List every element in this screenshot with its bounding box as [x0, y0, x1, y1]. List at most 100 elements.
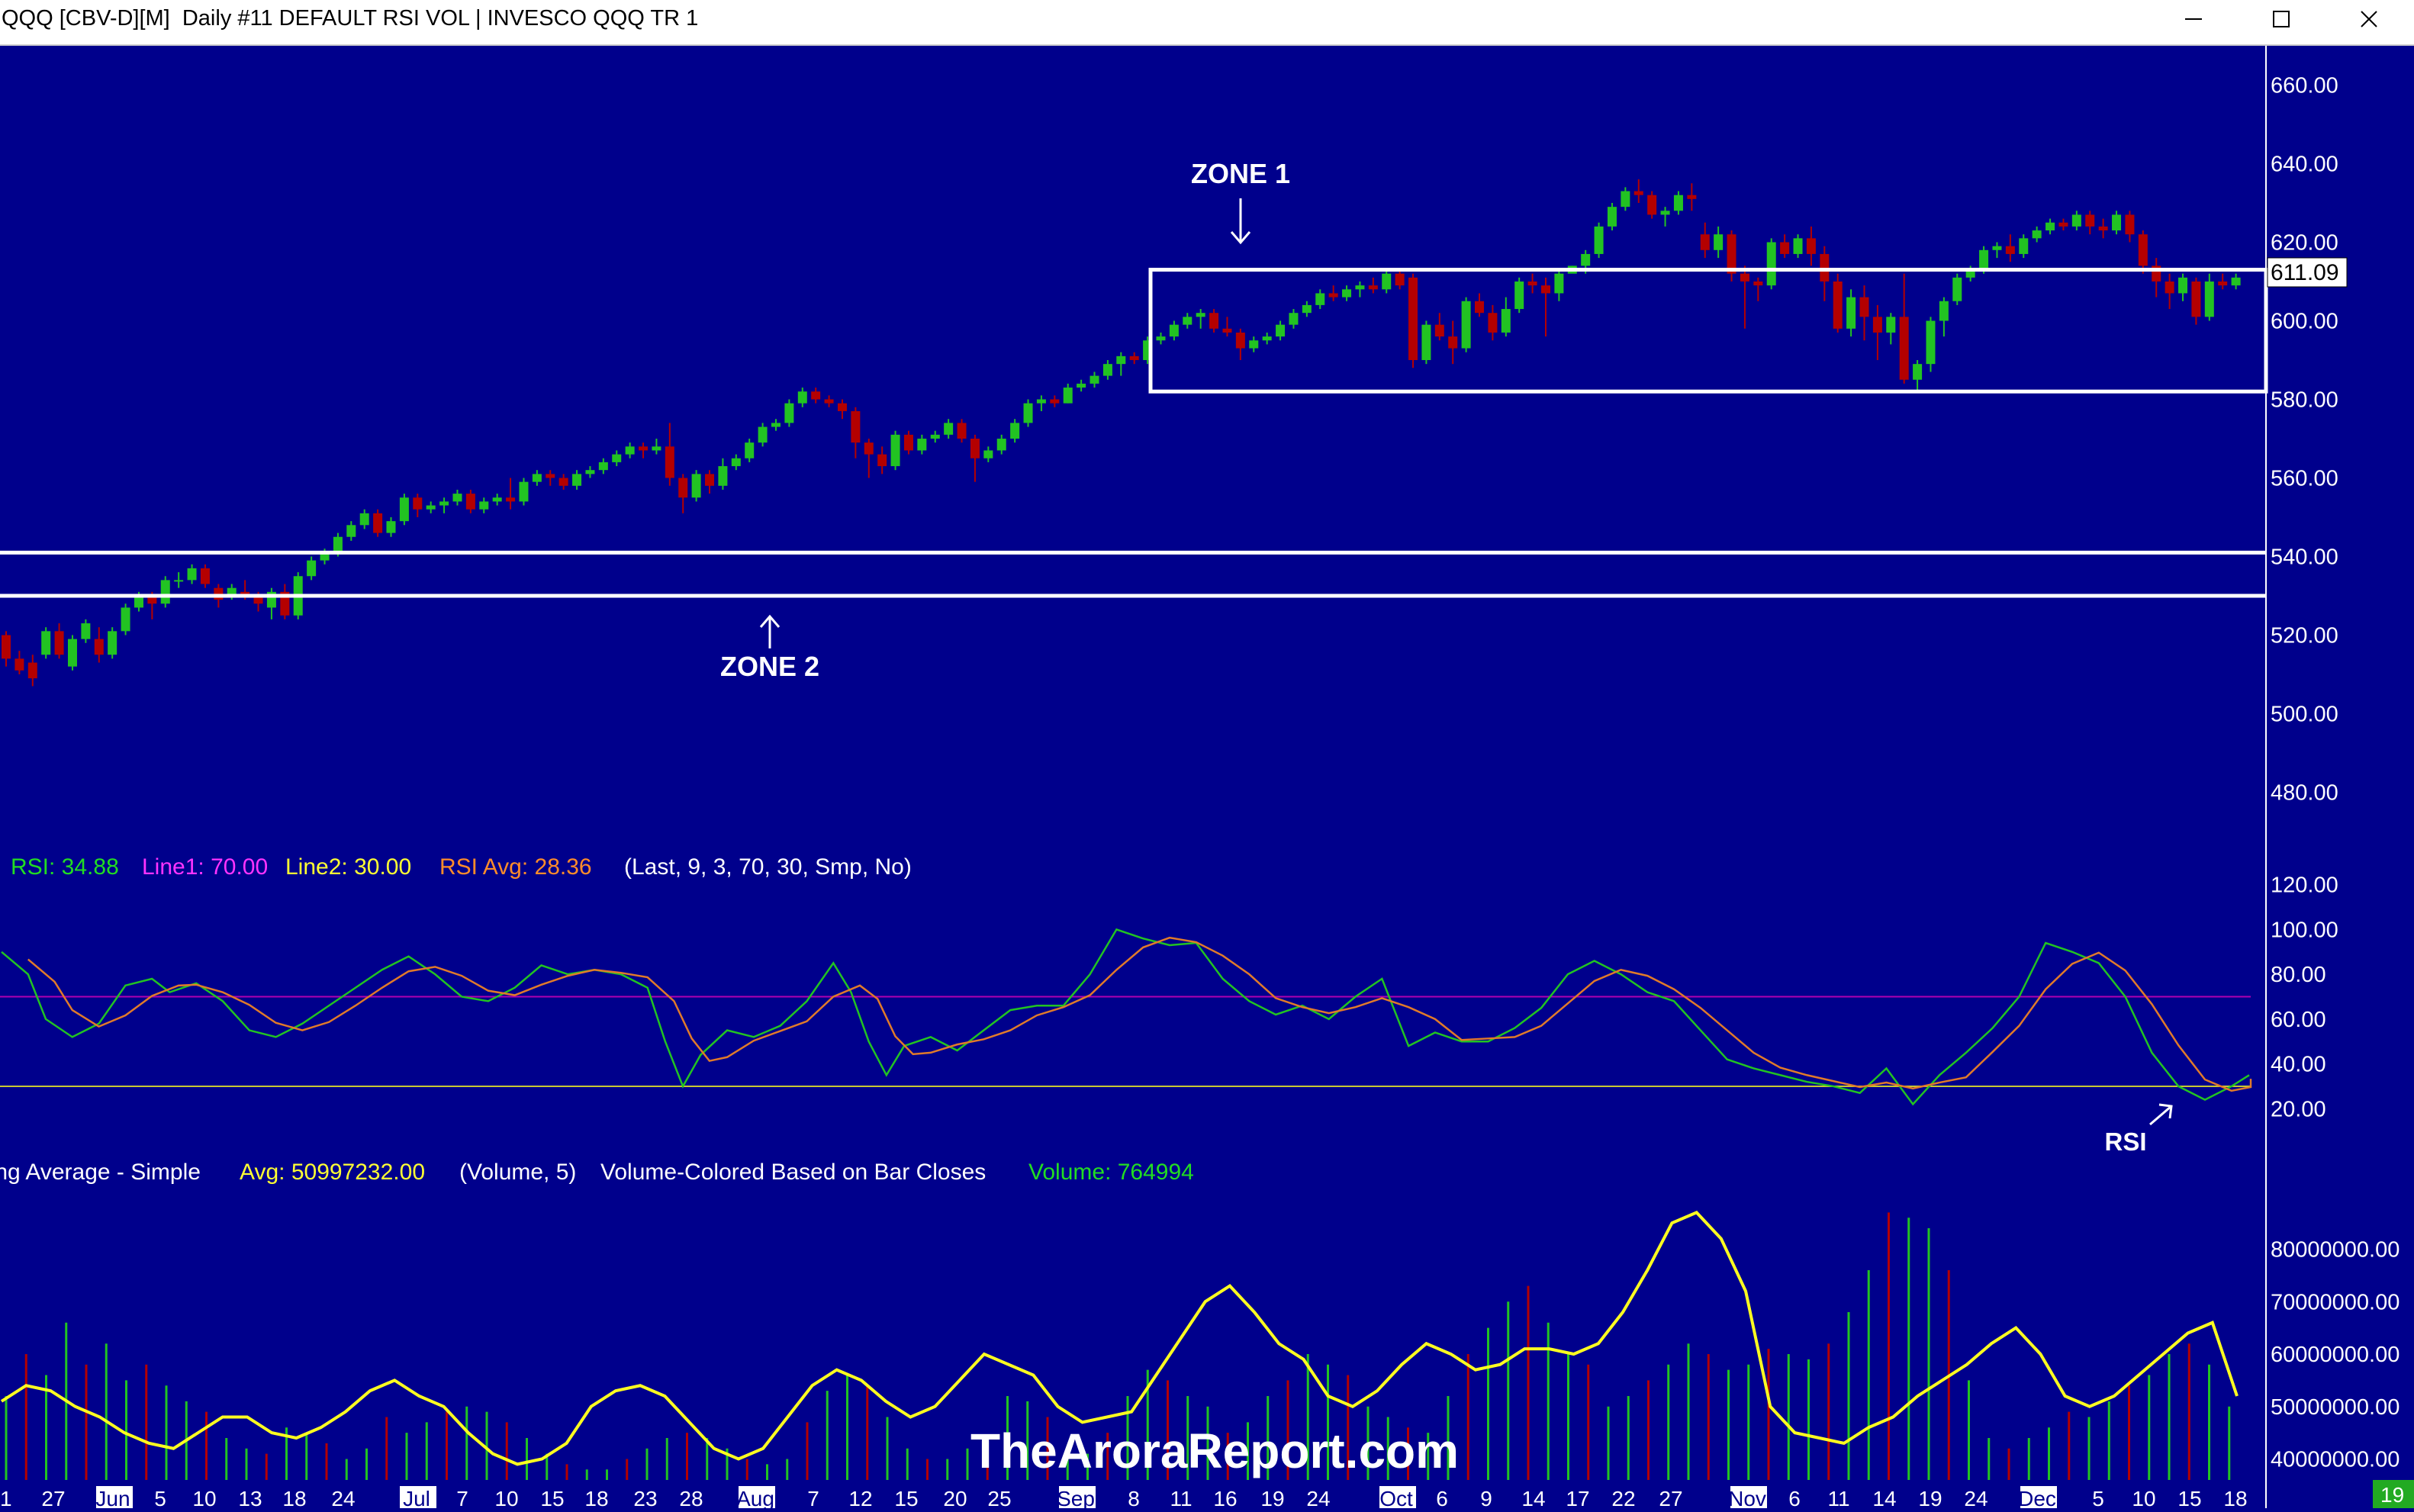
x-tick-label: 10	[494, 1487, 518, 1508]
candle-body	[824, 399, 834, 404]
candle-body	[691, 474, 701, 498]
candle-body	[1169, 324, 1179, 337]
volume-avg-label: Avg: 50997232.00	[240, 1160, 425, 1185]
rsi-line1-label: Line1: 70.00	[142, 854, 268, 880]
candle-body	[41, 631, 51, 655]
x-month-box	[1379, 1486, 1416, 1508]
candle-body	[1687, 195, 1697, 199]
candle-body	[2032, 230, 2042, 239]
price-tick-label: 520.00	[2271, 624, 2338, 648]
candle-body	[1222, 328, 1232, 333]
x-tick-label: 25	[987, 1487, 1011, 1508]
x-tick-label: Aug	[736, 1487, 774, 1508]
candle-body	[625, 446, 635, 455]
candle-body	[413, 497, 423, 510]
maximize-button[interactable]	[2247, 0, 2316, 38]
close-button[interactable]	[2335, 0, 2403, 38]
candle-body	[1475, 301, 1485, 314]
candle-body	[811, 391, 821, 400]
candle-body	[2058, 222, 2068, 227]
price-tick-label: 640.00	[2271, 153, 2338, 177]
volume-tick-label: 40000000.00	[2271, 1448, 2400, 1472]
minimize-button[interactable]	[2159, 0, 2228, 38]
candle-body	[745, 442, 755, 458]
last-date-box	[2373, 1480, 2414, 1508]
candle-body	[558, 478, 568, 486]
maximize-icon	[2273, 11, 2290, 27]
volume-value-label: Volume: 764994	[1028, 1160, 1194, 1185]
price-tick-label: 540.00	[2271, 545, 2338, 570]
candle-body	[1036, 399, 1046, 404]
candle-body	[1395, 273, 1405, 286]
candle-body	[1289, 313, 1299, 325]
candle-body	[1833, 281, 1843, 329]
price-pane: 660.00 640.00 620.00 600.00 580.00 560.00 540.…	[0, 74, 2338, 806]
rsi-tick-label: 60.00	[2271, 1008, 2326, 1032]
candle-body	[758, 426, 768, 443]
candle-body	[1913, 364, 1923, 380]
candle-body	[851, 410, 861, 443]
candle-body	[240, 591, 250, 596]
candle-body	[2218, 281, 2228, 286]
candle-body	[2204, 281, 2214, 317]
chart-area[interactable]: 660.00 640.00 620.00 600.00 580.00 560.00 540.…	[0, 46, 2414, 1510]
candle-body	[373, 513, 383, 533]
x-month-box	[400, 1486, 436, 1508]
candle-body	[346, 525, 356, 537]
candle-body	[639, 446, 649, 451]
x-month-box	[96, 1486, 133, 1508]
candle-body	[465, 494, 475, 510]
candle-body	[1594, 226, 1604, 254]
candle-body	[1196, 313, 1205, 317]
candle-body	[983, 450, 993, 458]
candle-body	[1050, 399, 1060, 404]
candle-body	[1952, 277, 1962, 301]
x-tick-label: 10	[2132, 1487, 2155, 1508]
close-icon	[2361, 11, 2377, 27]
x-tick-label: 21	[0, 1487, 12, 1508]
candle-body	[1262, 336, 1272, 341]
x-tick-label: 28	[679, 1487, 703, 1508]
candle-body	[1183, 317, 1193, 325]
rsi-pane: 120.00 100.00 80.00 60.00 40.00 20.00	[0, 873, 2338, 1126]
candle-body	[665, 446, 674, 478]
candle-body	[1607, 207, 1617, 227]
chart-svg[interactable]: 660.00640.00620.00600.00580.00560.00540.…	[0, 46, 2414, 1510]
x-tick-label: 9	[1480, 1487, 1492, 1508]
minimize-icon	[2185, 18, 2202, 20]
candle-body	[1090, 375, 1099, 384]
candle-body	[121, 607, 130, 632]
x-tick-label: 24	[331, 1487, 355, 1508]
candle-body	[2112, 214, 2122, 231]
candle-body	[1820, 253, 1830, 281]
x-tick-label: 6	[1436, 1487, 1448, 1508]
x-tick-label: 6	[1788, 1487, 1801, 1508]
candle-body	[957, 423, 967, 439]
candle-body	[2231, 277, 2241, 286]
candle-body	[1886, 317, 1896, 333]
candle-body	[917, 439, 927, 451]
x-tick-label: 15	[894, 1487, 918, 1508]
candle-body	[1753, 281, 1763, 286]
x-tick-label: Sep	[1057, 1487, 1095, 1508]
candle-body	[1010, 423, 1020, 439]
candle-body	[1700, 234, 1710, 250]
volume-tick-label: 60000000.00	[2271, 1343, 2400, 1367]
x-tick-label: 23	[633, 1487, 657, 1508]
candle-body	[598, 462, 608, 471]
chart-text-layer: ZONE 1 ZONE 2 RSI RSI: 34.88 Line1: 70.0…	[0, 158, 2414, 1508]
candle-body	[678, 478, 688, 498]
candle-body	[386, 521, 396, 533]
volume-avg-line	[0, 1210, 2239, 1466]
candle-body	[572, 474, 582, 486]
candle-body	[1621, 191, 1630, 207]
candle-body	[1766, 242, 1776, 286]
candle-body	[1633, 191, 1643, 195]
zone1-arrow-head	[1230, 231, 1251, 245]
price-tick-label: 560.00	[2271, 467, 2338, 491]
candle-body	[2191, 281, 2201, 317]
x-tick-label: 11	[1827, 1487, 1849, 1508]
candle-body	[439, 501, 449, 506]
x-tick-label: 22	[1611, 1487, 1635, 1508]
x-tick-label: 10	[192, 1487, 216, 1508]
